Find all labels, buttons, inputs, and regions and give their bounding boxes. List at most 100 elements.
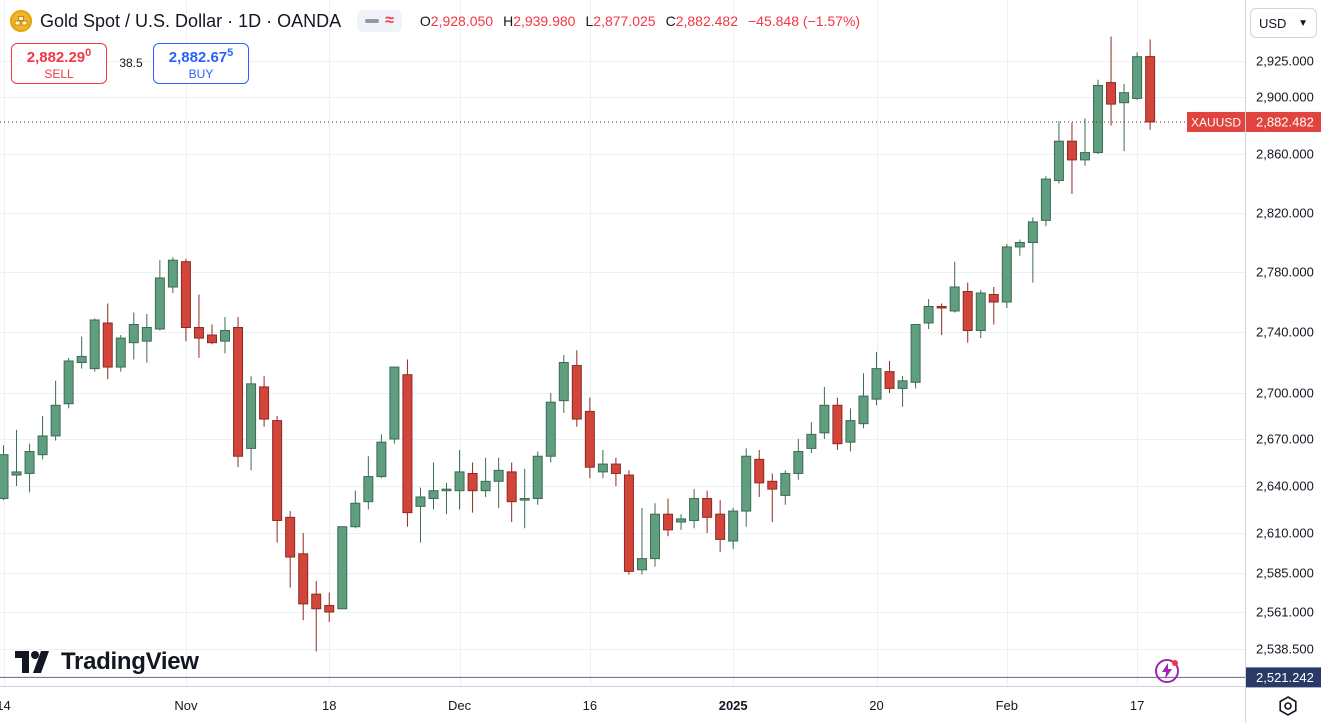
candle-up: [389, 366, 400, 444]
candle-up: [115, 335, 126, 372]
candle-down: [193, 294, 204, 358]
candle-body: [154, 277, 165, 330]
candle-body: [936, 306, 947, 309]
candle-body: [402, 374, 413, 514]
candle-body: [506, 471, 517, 503]
spark-icon[interactable]: [1154, 658, 1180, 684]
sell-price: 2,882.290: [26, 46, 92, 66]
candle-up: [949, 261, 960, 313]
candle-body: [702, 498, 713, 518]
candle-up: [1119, 84, 1130, 152]
candle-down: [206, 324, 217, 345]
candle-up: [363, 456, 374, 510]
candle-body: [350, 502, 361, 528]
time-tick-label: Dec: [448, 698, 472, 713]
price-tick-label: 2,820.000: [1256, 206, 1314, 221]
candle-down: [832, 397, 843, 450]
candle-up: [1001, 243, 1012, 308]
candle-down: [298, 533, 309, 621]
price-tick-label: 2,585.000: [1256, 566, 1314, 581]
candle-body: [923, 306, 934, 324]
candle-up: [76, 336, 87, 369]
ohlc-open: O2,928.050: [419, 13, 494, 29]
price-tick-label: 2,740.000: [1256, 325, 1314, 340]
time-tick-label: 14: [0, 698, 11, 713]
candle-down: [884, 360, 895, 393]
price-tick-label: 2,610.000: [1256, 526, 1314, 541]
gear-icon[interactable]: [1276, 694, 1300, 718]
candle-down: [767, 473, 778, 523]
price-tick-label: 2,780.000: [1256, 265, 1314, 280]
symbol-tag-label: XAUUSD: [1191, 115, 1241, 129]
tradingview-logo[interactable]: TradingView: [15, 648, 199, 676]
candle-body: [663, 513, 674, 531]
price-tick-label: 2,700.000: [1256, 386, 1314, 401]
candle-up: [558, 354, 569, 413]
candle-body: [389, 366, 400, 440]
candle-body: [962, 291, 973, 331]
minus-icon: [365, 19, 380, 23]
candle-body: [1001, 246, 1012, 303]
buy-label: BUY: [188, 66, 214, 81]
last-price-badge: [1246, 111, 1321, 132]
candle-layer: [0, 36, 1156, 652]
candle-body: [428, 490, 439, 500]
time-tick-label: 2025: [719, 698, 748, 713]
candle-up: [532, 451, 543, 505]
time-tick-label: Nov: [174, 698, 198, 713]
last-price-label: 2,882.482: [1256, 114, 1314, 129]
candle-up: [910, 324, 921, 389]
candle-up: [819, 386, 830, 439]
candle-body: [910, 324, 921, 383]
candle-down: [102, 303, 113, 380]
time-tick-label: 16: [583, 698, 597, 713]
wave-icon: ≈: [385, 12, 394, 29]
price-tick-label: 2,640.000: [1256, 479, 1314, 494]
candle-body: [363, 476, 374, 503]
candle-up: [845, 408, 856, 452]
bottom-line-label: 2,521.242: [1256, 670, 1314, 685]
price-tick-label: 2,670.000: [1256, 432, 1314, 447]
price-tick-label: 2,561.000: [1256, 605, 1314, 620]
candle-body: [949, 286, 960, 312]
ohlc-close: C2,882.482: [665, 13, 738, 29]
symbol-title[interactable]: Gold Spot / U.S. Dollar · 1D · OANDA: [40, 10, 342, 31]
candle-up: [24, 443, 35, 493]
candle-body: [480, 480, 491, 492]
candle-up: [793, 439, 804, 480]
candle-body: [37, 435, 48, 456]
candle-body: [871, 368, 882, 400]
candle-up: [871, 351, 882, 406]
candle-up: [975, 290, 986, 339]
candle-body: [1106, 82, 1117, 105]
candle-down: [1066, 122, 1077, 194]
candle-up: [415, 487, 426, 543]
candle-body: [793, 451, 804, 474]
candle-body: [988, 294, 999, 303]
candle-up: [858, 373, 869, 429]
candle-up: [1040, 176, 1051, 227]
candle-down: [715, 500, 726, 553]
candle-body: [193, 327, 204, 339]
price-tick-label: 2,925.000: [1256, 54, 1314, 69]
sell-button[interactable]: 2,882.290 SELL: [11, 43, 107, 84]
candle-body: [819, 404, 830, 434]
candle-up: [780, 470, 791, 505]
candle-up: [480, 457, 491, 497]
candle-body: [311, 593, 322, 610]
candle-body: [650, 513, 660, 560]
candle-body: [454, 471, 465, 492]
candle-down: [402, 359, 413, 527]
candle-down: [663, 498, 674, 537]
candle-up: [89, 318, 100, 372]
candle-body: [220, 330, 231, 342]
candle-body: [115, 337, 126, 368]
price-tick-label: 2,860.000: [1256, 147, 1314, 162]
compare-button[interactable]: ≈: [357, 10, 402, 32]
candle-body: [571, 365, 582, 420]
candle-up: [454, 449, 465, 510]
candle-body: [24, 451, 35, 474]
buy-button[interactable]: 2,882.675 BUY: [153, 43, 249, 84]
currency-select[interactable]: USD ▼: [1250, 8, 1317, 38]
